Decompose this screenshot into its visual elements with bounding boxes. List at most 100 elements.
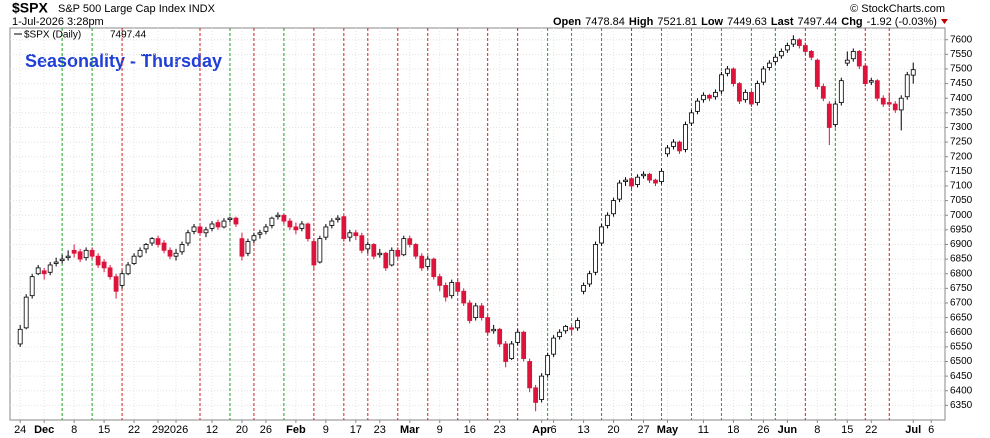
candle-body — [197, 226, 203, 234]
candle-body — [341, 216, 347, 240]
candle-body — [653, 179, 658, 184]
y-tick-label: 6550 — [950, 342, 973, 353]
x-tick-label: 9 — [323, 424, 329, 436]
candle-body — [461, 290, 467, 304]
candle-body — [683, 124, 688, 150]
candle-body — [473, 305, 479, 319]
candle-body — [365, 244, 371, 250]
candle-body — [467, 302, 473, 321]
candle-body — [802, 45, 808, 52]
candle-body — [305, 223, 311, 240]
candle-body — [868, 80, 874, 83]
candle-body — [479, 305, 485, 319]
x-tick-label: Feb — [286, 424, 306, 436]
x-tick-label: 22 — [128, 424, 140, 436]
stat-value: 7497.44 — [798, 16, 838, 28]
candle-body — [323, 226, 329, 238]
candle-body — [83, 249, 89, 259]
candle-body — [215, 222, 221, 228]
x-tick-label: 8 — [71, 424, 77, 436]
candle-body — [17, 328, 23, 345]
y-tick-label: 7150 — [950, 166, 973, 177]
stat-value: 7449.63 — [727, 16, 767, 28]
stat-value: -1.92 (-0.03%) — [867, 16, 937, 28]
candle-body — [245, 241, 251, 254]
candle-body — [155, 238, 161, 245]
x-tick-label: 15 — [841, 424, 853, 436]
candle-body — [521, 331, 527, 359]
candle-body — [131, 255, 137, 264]
candle-body — [251, 235, 257, 241]
stat-value: 7521.81 — [657, 16, 697, 28]
candle-body — [263, 226, 269, 232]
x-tick-label: 15 — [98, 424, 110, 436]
candle-body — [743, 91, 748, 101]
y-tick-label: 6350 — [950, 400, 973, 411]
symbol: $SPX — [12, 0, 48, 16]
candle-body — [287, 220, 293, 228]
x-tick-label: 16 — [464, 424, 476, 436]
candle-body — [844, 59, 850, 64]
stat-label: High — [629, 16, 654, 28]
candle-body — [581, 285, 586, 292]
x-tick-label: Apr — [532, 424, 552, 436]
y-tick-label: 7100 — [950, 181, 973, 192]
candle-body — [143, 244, 149, 250]
candle-body — [95, 255, 101, 266]
candle-body — [65, 255, 71, 259]
candle-body — [617, 182, 622, 200]
candle-body — [629, 178, 634, 187]
chart-title: Seasonality - Thursday — [25, 51, 222, 71]
y-tick-label: 6650 — [950, 312, 973, 323]
candle-body — [719, 74, 724, 92]
candle-body — [149, 238, 155, 244]
candle-body — [185, 232, 191, 244]
candle-body — [113, 276, 119, 292]
x-tick-label: 27 — [637, 424, 649, 436]
candle-body — [563, 325, 569, 332]
candle-body — [611, 200, 616, 215]
y-tick-label: 7400 — [950, 93, 973, 104]
candle-body — [665, 147, 670, 155]
candle-body — [539, 375, 545, 400]
candle-body — [107, 267, 113, 278]
stat-label: Last — [771, 16, 794, 28]
candle-body — [329, 220, 335, 226]
candle-body — [431, 258, 437, 278]
candle-body — [491, 328, 497, 332]
candle-body — [820, 86, 826, 99]
candle-body — [557, 331, 563, 338]
candle-body — [125, 264, 131, 275]
legend-value: 7497.44 — [110, 30, 147, 41]
candle-body — [832, 103, 838, 125]
y-tick-label: 6850 — [950, 254, 973, 265]
x-tick-label: Jul — [905, 424, 921, 436]
candle-body — [239, 238, 245, 257]
y-tick-label: 7600 — [950, 34, 973, 45]
change-arrow — [940, 19, 948, 24]
candle-body — [826, 103, 832, 128]
candle-body — [335, 217, 341, 221]
candle-body — [605, 214, 610, 226]
candle-body — [497, 328, 503, 345]
candle-body — [808, 51, 814, 58]
candle-body — [796, 39, 802, 46]
candle-body — [599, 226, 604, 244]
candle-body — [677, 141, 682, 152]
y-tick-label: 7500 — [950, 64, 973, 75]
candle-body — [233, 217, 239, 225]
candle-body — [299, 223, 305, 229]
legend-label: $SPX (Daily) — [24, 30, 81, 41]
candle-body — [203, 229, 209, 234]
candle-body — [509, 343, 515, 359]
x-tick-label: 2026 — [164, 424, 188, 436]
y-tick-label: 7250 — [950, 137, 973, 148]
candle-body — [371, 244, 377, 257]
candle-body — [575, 320, 580, 329]
candle-body — [485, 317, 491, 333]
candle-body — [275, 214, 281, 218]
x-tick-label: 13 — [577, 424, 589, 436]
y-tick-label: 6750 — [950, 283, 973, 294]
candle-body — [593, 244, 598, 273]
